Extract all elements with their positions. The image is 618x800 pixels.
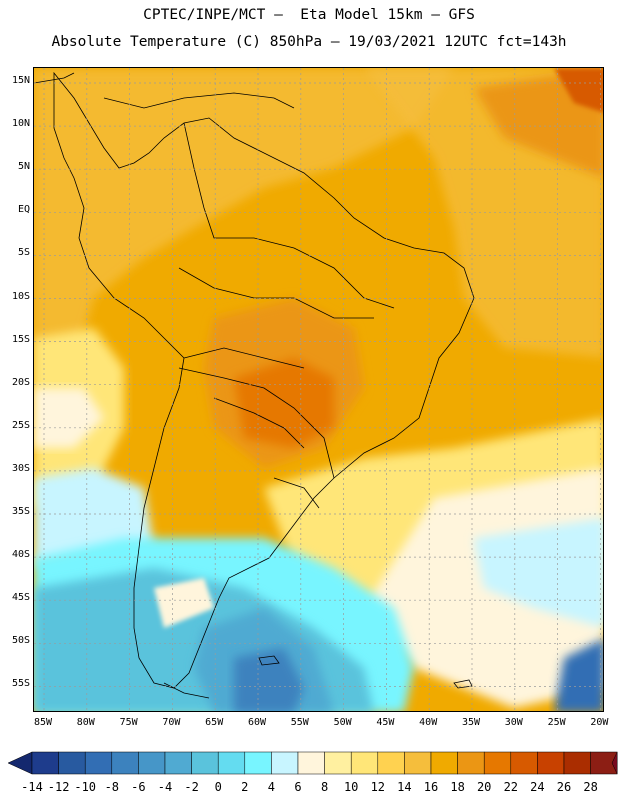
latitude-label: 20S	[11, 376, 30, 388]
colorbar-swatch	[563, 751, 591, 775]
colorbar	[7, 751, 618, 775]
temperature-map	[33, 67, 604, 712]
colorbar-swatch	[58, 751, 86, 775]
colorbar-label: 16	[423, 780, 439, 794]
longitude-label: 25W	[547, 717, 566, 728]
caribbean-coast	[103, 92, 295, 109]
colorbar-swatch	[84, 751, 113, 775]
border-north	[183, 122, 395, 309]
latitude-label: 55S	[11, 678, 30, 690]
border-central	[178, 367, 335, 479]
colorbar-swatch	[483, 751, 512, 775]
border-amazon	[178, 267, 374, 319]
longitude-label: 70W	[162, 717, 181, 728]
colorbar-swatch	[297, 751, 325, 775]
colorbar-swatch	[271, 751, 299, 775]
latitude-label: 10N	[11, 118, 30, 130]
colorbar-label: 4	[267, 780, 275, 794]
colorbar-label: -6	[131, 780, 146, 794]
latitude-label: 40S	[11, 549, 30, 561]
colorbar-swatch	[377, 751, 405, 775]
colorbar-label: 14	[397, 780, 412, 794]
colorbar-swatch	[191, 751, 219, 775]
colorbar-label: -10	[74, 780, 97, 794]
temp-fill-22-24-ne	[554, 68, 603, 113]
latitude-label: 30S	[11, 462, 30, 474]
latitude-label: 5N	[17, 161, 30, 173]
longitude-label: 55W	[290, 717, 309, 728]
longitude-label: 60W	[247, 717, 267, 728]
colorbar-label: 20	[476, 780, 492, 794]
longitude-label: 30W	[504, 717, 523, 728]
colorbar-label: 10	[343, 780, 359, 794]
colorbar-label: 0	[214, 780, 222, 794]
colorbar-swatch	[138, 751, 166, 775]
colorbar-swatch	[324, 751, 352, 775]
temp-fill-20-22-central	[234, 358, 334, 448]
south-georgia	[453, 679, 473, 689]
colorbar-swatch	[537, 751, 565, 775]
colorbar-label: 2	[241, 780, 249, 794]
temp-fill-14-16-north	[34, 68, 454, 398]
longitude-label: 45W	[376, 717, 395, 728]
chart-title-line-2: Absolute Temperature (C) 850hPa – 19/03/…	[51, 34, 567, 50]
longitude-label: 50W	[333, 717, 352, 728]
latitude-label: 50S	[11, 635, 30, 647]
map-canvas	[34, 68, 603, 711]
longitude-label: 40W	[419, 717, 438, 728]
latitude-label: 25S	[11, 419, 30, 431]
temp-fill-minus8-minus6-se	[554, 638, 603, 711]
border-uruguay	[273, 477, 320, 509]
colorbar-swatch	[164, 751, 192, 775]
colorbar-label: 18	[450, 780, 465, 794]
border-bolivia	[183, 347, 305, 369]
longitude-label: 80W	[76, 717, 95, 728]
latitude-label: 5S	[17, 247, 30, 259]
colorbar-swatch	[217, 751, 246, 775]
colorbar-under-triangle	[7, 751, 33, 775]
latitude-label: 45S	[11, 592, 30, 604]
colorbar-label: 6	[294, 780, 302, 794]
colorbar-label: 12	[370, 780, 386, 794]
latitude-label: EQ	[17, 204, 30, 216]
colorbar-swatch	[430, 751, 458, 775]
colorbar-label: 26	[556, 780, 572, 794]
colorbar-label: 8	[320, 780, 329, 794]
temperature-field	[34, 68, 603, 711]
colorbar-swatch	[31, 751, 59, 775]
border-paraguay	[213, 397, 305, 449]
colorbar-over-triangle	[611, 751, 618, 775]
south-america-outline	[53, 71, 475, 689]
longitude-label: 85W	[33, 717, 53, 728]
colorbar-label: 24	[530, 780, 545, 794]
colorbar-label: -14	[21, 780, 43, 794]
temp-fill-6-8-patagonia	[154, 578, 214, 628]
latitude-label: 15S	[11, 333, 30, 345]
colorbar-swatch	[244, 751, 272, 775]
latitude-label: 10S	[11, 290, 30, 302]
latitude-label: 35S	[11, 506, 30, 517]
central-america	[34, 72, 75, 84]
colorbar-label: 22	[503, 780, 519, 794]
colorbar-label: -4	[157, 780, 173, 794]
latitude-label: 15N	[11, 75, 30, 86]
colorbar-swatch	[457, 751, 485, 775]
longitude-label: 35W	[461, 717, 481, 728]
chart-title-line-1: CPTEC/INPE/MCT – Eta Model 15km – GFS	[143, 7, 475, 23]
longitude-label: 65W	[205, 717, 224, 728]
temp-fill-minus6-minus4	[234, 648, 304, 711]
colorbar-swatch	[510, 751, 538, 775]
colorbar-label: 28	[583, 780, 598, 794]
graticule	[34, 68, 603, 711]
colorbar-label: -2	[184, 780, 199, 794]
falkland-islands	[258, 655, 280, 666]
coastline	[34, 71, 475, 699]
colorbar-swatch	[350, 751, 379, 775]
colorbar-swatch	[404, 751, 432, 775]
longitude-label: 75W	[119, 717, 138, 728]
longitude-label: 20W	[590, 717, 609, 728]
colorbar-label: -12	[47, 780, 70, 794]
colorbar-label: -8	[104, 780, 120, 794]
colorbar-swatch	[111, 751, 139, 775]
